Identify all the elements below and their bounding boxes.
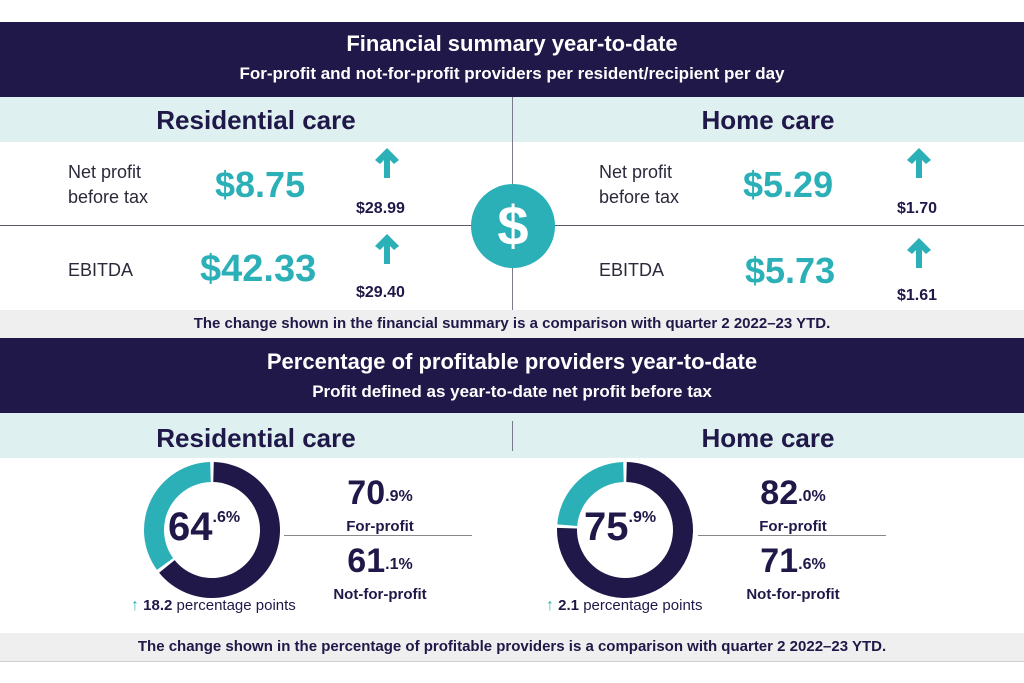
home-net-profit-label: Net profit before tax (599, 160, 679, 210)
percent-decimal: .6% (212, 509, 241, 526)
financial-summary-subtitle: For-profit and not-for-profit providers … (239, 64, 785, 83)
percent-whole: 71 (760, 542, 799, 580)
residential-net-profit-value: $8.75 (215, 164, 306, 205)
profitable-providers-title: Percentage of profitable providers year-… (266, 349, 758, 374)
up-arrow-icon (375, 148, 399, 178)
home-ebitda-value: $5.73 (745, 250, 836, 291)
home-net-profit-value: $5.29 (743, 164, 834, 205)
residential-net-profit-label: Net profit before tax (68, 160, 148, 210)
percent-whole: 64 (168, 505, 213, 549)
home-care-heading-2: Home care (701, 423, 835, 453)
for-profit-label: For-profit (759, 518, 827, 535)
percent-whole: 75 (584, 505, 629, 549)
label-line: before tax (599, 187, 680, 207)
home-ebitda-label: EBITDA (599, 260, 665, 280)
label-line: Net profit (599, 162, 673, 182)
residential-overall-percent: 64.6% (168, 505, 240, 550)
home-ebitda-change: $1.61 (897, 287, 938, 304)
donut-segment-profitable (557, 462, 693, 598)
home-care-heading: Home care (701, 105, 835, 135)
financial-summary-title: Financial summary year-to-date (346, 31, 678, 56)
profitable-subheader: Residential care Home care (0, 413, 1024, 458)
up-arrow-icon: ↑ (131, 597, 139, 614)
not-for-profit-label: Not-for-profit (746, 586, 840, 603)
change-value: 18.2 (143, 597, 173, 614)
home-net-profit-change: $1.70 (897, 200, 938, 217)
up-arrow-icon (375, 234, 399, 264)
donut-segment-profitable (159, 462, 280, 598)
financial-summary-note: The change shown in the financial summar… (0, 310, 1024, 338)
percent-decimal: .6% (798, 556, 826, 573)
dollar-icon: $ (471, 184, 555, 268)
donut-segment-not-profitable (144, 462, 211, 570)
change-text: percentage points (176, 597, 296, 614)
percent-decimal: .9% (385, 488, 413, 505)
residential-for-profit: 70.9% For-profit (300, 475, 460, 535)
not-for-profit-label: Not-for-profit (333, 586, 427, 603)
residential-care-heading-2: Residential care (156, 423, 356, 453)
home-change: ↑ 2.1 percentage points (546, 597, 702, 615)
up-arrow-icon (907, 148, 931, 178)
home-donut-chart (557, 462, 693, 598)
label-line: before tax (68, 187, 149, 207)
residential-care-heading: Residential care (156, 105, 356, 135)
profitable-providers-note: The change shown in the percentage of pr… (0, 633, 1024, 662)
percent-whole: 70 (347, 474, 386, 512)
separator-line (284, 535, 472, 536)
up-arrow-icon: ↑ (546, 597, 554, 614)
donut-segment-not-profitable (557, 462, 624, 527)
for-profit-label: For-profit (346, 518, 414, 535)
change-text: percentage points (583, 597, 703, 614)
home-overall-percent: 75.9% (584, 505, 656, 550)
percent-decimal: .1% (385, 556, 413, 573)
home-not-for-profit: 71.6% Not-for-profit (713, 543, 873, 603)
percent-decimal: .0% (798, 488, 826, 505)
residential-change: ↑ 18.2 percentage points (131, 597, 296, 615)
profitable-providers-subtitle: Profit defined as year-to-date net profi… (312, 382, 712, 401)
residential-donut-chart (144, 462, 280, 598)
label-line: Net profit (68, 162, 142, 182)
percent-whole: 82 (760, 474, 799, 512)
percent-decimal: .9% (628, 509, 657, 526)
residential-net-profit-change: $28.99 (356, 200, 405, 217)
financial-summary-header: Financial summary year-to-date For-profi… (0, 22, 1024, 97)
residential-not-for-profit: 61.1% Not-for-profit (300, 543, 460, 603)
residential-ebitda-change: $29.40 (356, 284, 405, 301)
percent-whole: 61 (347, 542, 386, 580)
separator-line (698, 535, 886, 536)
up-arrow-icon (907, 238, 931, 268)
home-for-profit: 82.0% For-profit (713, 475, 873, 535)
residential-ebitda-label: EBITDA (68, 260, 134, 280)
residential-ebitda-value: $42.33 (200, 248, 317, 290)
subheader-divider (512, 421, 513, 451)
change-value: 2.1 (558, 597, 580, 614)
profitable-providers-header: Percentage of profitable providers year-… (0, 338, 1024, 413)
